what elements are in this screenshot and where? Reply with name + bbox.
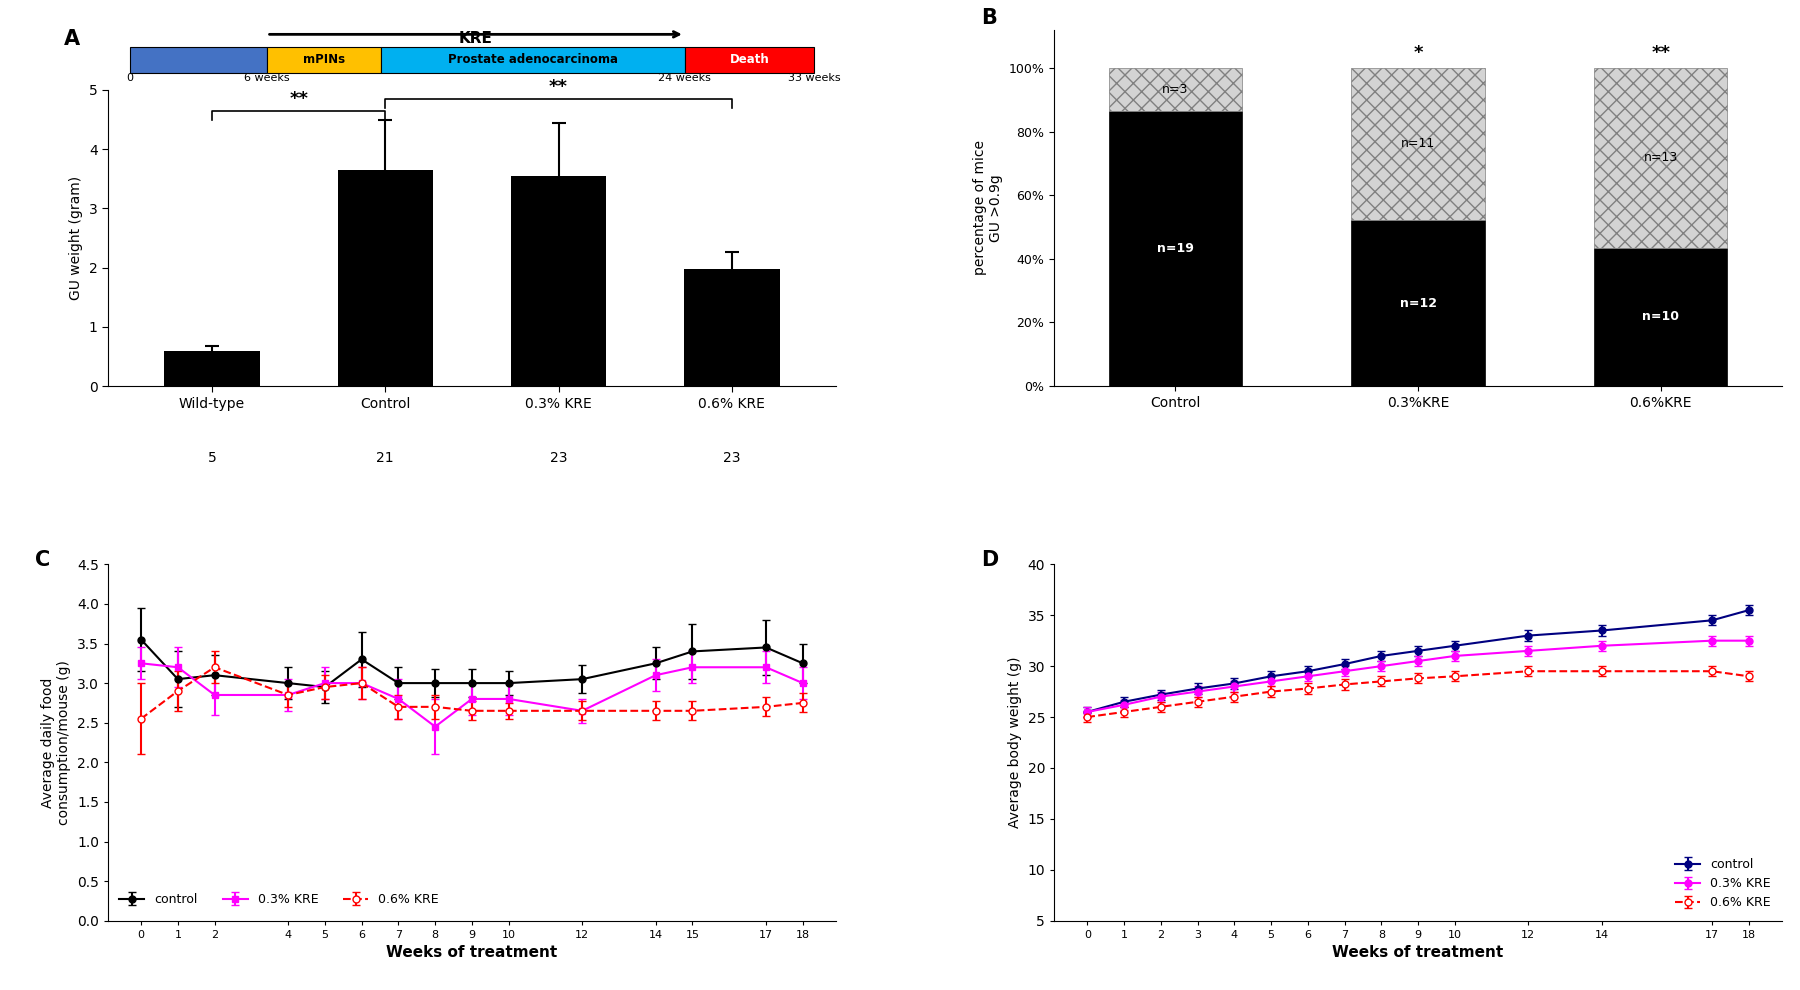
- Text: **: **: [290, 90, 308, 108]
- Text: Prostate adenocarcinoma: Prostate adenocarcinoma: [448, 53, 617, 66]
- Text: **: **: [549, 78, 569, 96]
- Legend: control, 0.3% KRE, 0.6% KRE: control, 0.3% KRE, 0.6% KRE: [1670, 853, 1777, 915]
- Bar: [1595, 248, 1728, 386]
- Text: Death: Death: [729, 53, 769, 66]
- Text: **: **: [1651, 44, 1670, 61]
- X-axis label: Weeks of treatment: Weeks of treatment: [387, 945, 558, 960]
- Text: 21: 21: [376, 451, 394, 465]
- Text: A: A: [65, 29, 81, 49]
- Y-axis label: Average body weight (g): Average body weight (g): [1008, 656, 1022, 829]
- Bar: [130, 47, 266, 72]
- Text: 0: 0: [126, 73, 133, 83]
- Bar: [266, 47, 380, 72]
- Text: 24 weeks: 24 weeks: [659, 73, 711, 83]
- Bar: [164, 350, 259, 386]
- Text: n=11: n=11: [1400, 138, 1435, 150]
- Y-axis label: GU weight (gram): GU weight (gram): [68, 176, 83, 300]
- Bar: [1595, 68, 1728, 248]
- Text: n=3: n=3: [1163, 83, 1188, 96]
- Text: mPINs: mPINs: [302, 53, 346, 66]
- Y-axis label: percentage of mice
GU >0.9g: percentage of mice GU >0.9g: [972, 141, 1003, 275]
- Bar: [1109, 111, 1242, 386]
- Bar: [511, 176, 607, 386]
- Text: 23: 23: [724, 451, 740, 465]
- Text: 33 weeks: 33 weeks: [788, 73, 841, 83]
- Bar: [684, 47, 814, 72]
- Bar: [684, 269, 779, 386]
- Text: 6 weeks: 6 weeks: [243, 73, 290, 83]
- Text: D: D: [981, 550, 999, 570]
- X-axis label: Weeks of treatment: Weeks of treatment: [1332, 945, 1503, 960]
- Y-axis label: Average daily food
consumption/mouse (g): Average daily food consumption/mouse (g): [41, 660, 72, 825]
- Text: *: *: [1413, 44, 1422, 61]
- Text: n=13: n=13: [1643, 151, 1678, 164]
- Bar: [1352, 68, 1485, 220]
- Text: 5: 5: [207, 451, 216, 465]
- Text: KRE: KRE: [459, 31, 493, 47]
- Bar: [1109, 68, 1242, 111]
- Text: n=19: n=19: [1157, 243, 1193, 255]
- Bar: [380, 47, 684, 72]
- Text: B: B: [981, 8, 997, 29]
- Text: C: C: [36, 550, 50, 570]
- Legend: control, 0.3% KRE, 0.6% KRE: control, 0.3% KRE, 0.6% KRE: [113, 888, 445, 911]
- Text: n=10: n=10: [1642, 311, 1679, 324]
- Bar: [338, 170, 434, 386]
- Text: 23: 23: [549, 451, 567, 465]
- Bar: [1352, 220, 1485, 386]
- Text: n=12: n=12: [1400, 297, 1436, 310]
